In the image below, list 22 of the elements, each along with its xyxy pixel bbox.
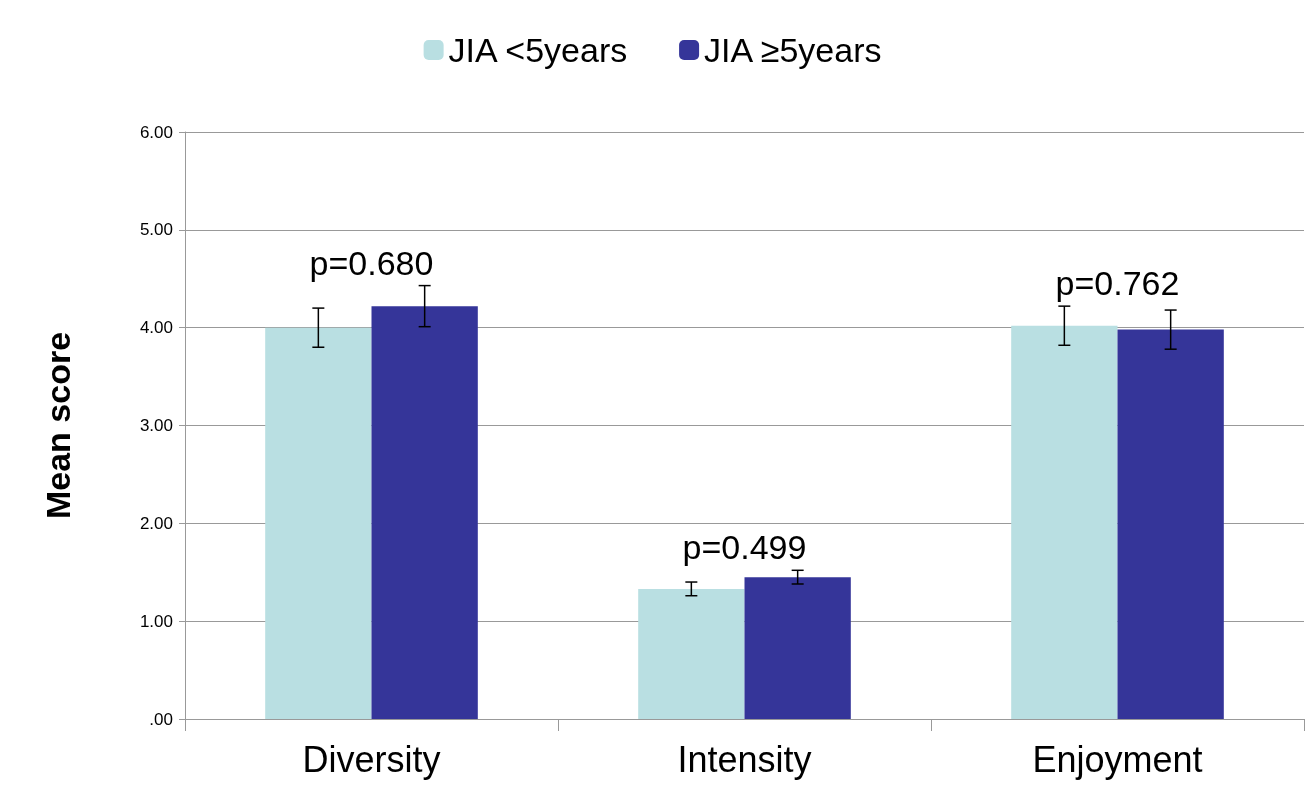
bar <box>638 588 745 719</box>
y-tick-label: 6.00 <box>139 122 173 142</box>
bar <box>1011 325 1118 719</box>
x-tick-label: Diversity <box>302 738 441 780</box>
annotation: p=0.762 <box>1055 264 1180 303</box>
y-tick-label: 5.00 <box>139 220 173 240</box>
x-tick-label: Enjoyment <box>1032 738 1203 780</box>
y-tick-label: .00 <box>149 709 173 729</box>
bar <box>744 577 851 719</box>
y-tick-label: 1.00 <box>139 611 173 631</box>
y-tick-label: 2.00 <box>139 513 173 533</box>
y-tick-label: 4.00 <box>139 318 173 338</box>
bar <box>1117 329 1224 719</box>
y-axis-title: Mean score <box>39 331 77 520</box>
bar <box>371 306 478 719</box>
legend-label: JIA <5years <box>448 31 628 69</box>
annotation: p=0.680 <box>309 243 434 282</box>
annotation: p=0.499 <box>682 528 807 567</box>
x-tick-label: Intensity <box>677 738 812 780</box>
y-tick-label: 3.00 <box>139 416 173 435</box>
legend-label: JIA ≥5years <box>704 31 882 69</box>
bar <box>265 327 372 719</box>
